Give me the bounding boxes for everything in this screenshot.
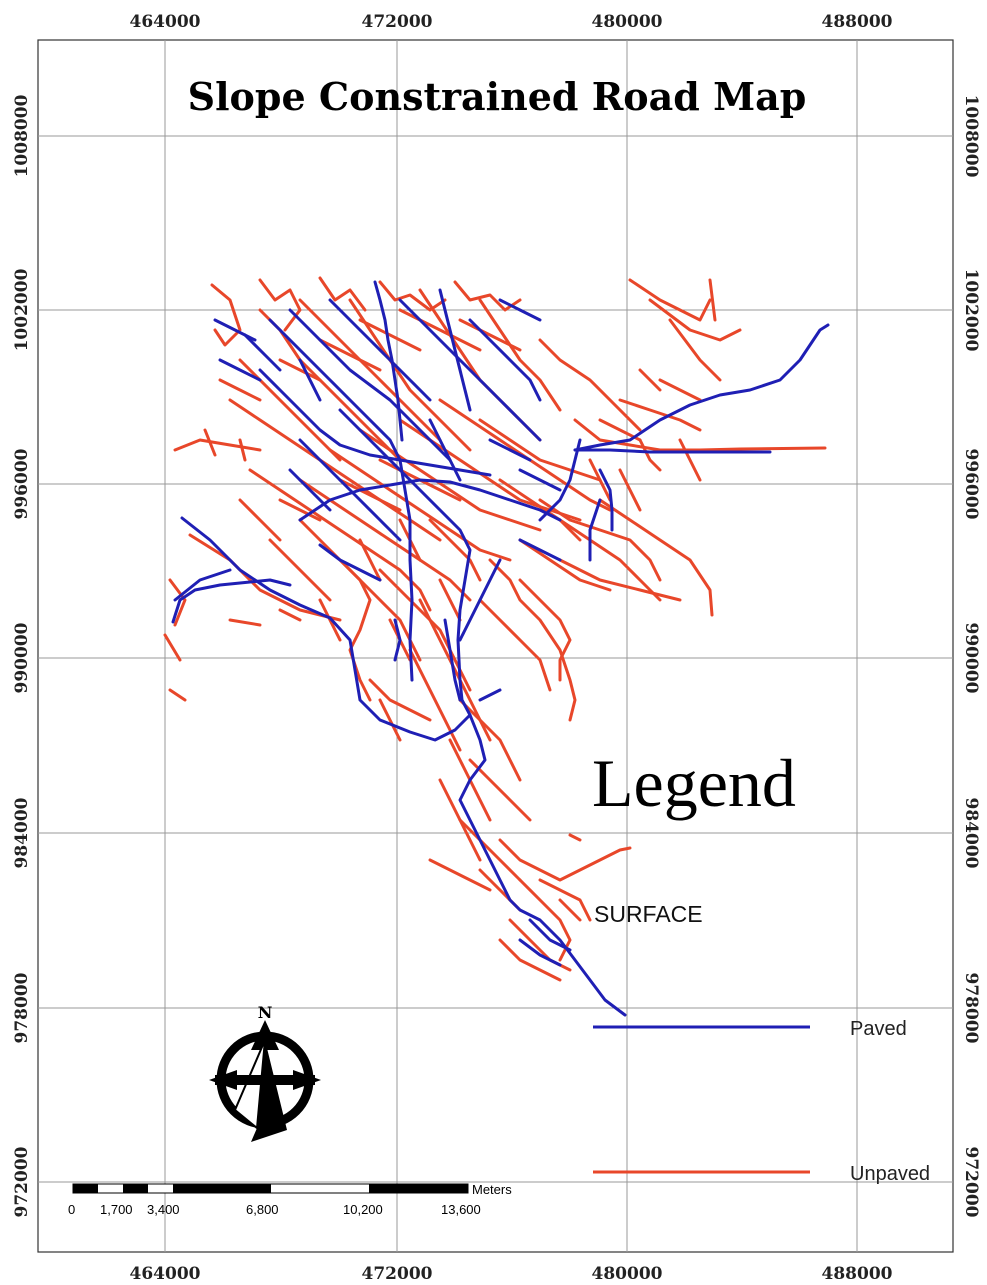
y-tick-left-6: 978000 — [12, 972, 32, 1043]
legend-heading: Legend — [592, 745, 796, 821]
coordinate-grid — [38, 40, 953, 1252]
y-tick-right-7: 972000 — [961, 1147, 981, 1218]
scale-label-5: 13,600 — [441, 1202, 481, 1217]
x-tick-bottom-1: 464000 — [130, 1264, 201, 1284]
unpaved-roads-layer — [163, 276, 827, 982]
x-tick-top-2: 472000 — [362, 12, 433, 32]
legend-label-unpaved: Unpaved — [850, 1163, 930, 1185]
legend-field: SURFACE — [594, 901, 703, 927]
y-tick-right-3: 996000 — [961, 449, 981, 520]
y-tick-left-4: 990000 — [12, 622, 32, 693]
legend: Legend SURFACE Paved Unpaved — [592, 745, 930, 1185]
y-tick-right-6: 978000 — [961, 973, 981, 1044]
scale-label-0: 0 — [68, 1202, 75, 1217]
y-tick-right-1: 1008000 — [961, 95, 981, 178]
y-tick-left-1: 1008000 — [12, 94, 32, 177]
x-tick-bottom-2: 472000 — [362, 1264, 433, 1284]
north-arrow-icon: N — [209, 1003, 321, 1142]
x-tick-bottom-3: 480000 — [592, 1264, 663, 1284]
legend-label-paved: Paved — [850, 1018, 907, 1040]
x-tick-top-1: 464000 — [130, 12, 201, 32]
y-tick-left-3: 996000 — [12, 448, 32, 519]
scale-label-2: 3,400 — [147, 1202, 180, 1217]
y-tick-right-4: 990000 — [961, 623, 981, 694]
x-tick-bottom-4: 488000 — [822, 1264, 893, 1284]
scale-label-1: 1,700 — [100, 1202, 133, 1217]
y-tick-left-5: 984000 — [12, 797, 32, 868]
y-tick-right-5: 984000 — [961, 798, 981, 869]
x-tick-top-4: 488000 — [822, 12, 893, 32]
map-frame — [37, 39, 954, 1253]
y-tick-left-2: 1002000 — [12, 268, 32, 351]
north-letter: N — [258, 1003, 273, 1022]
scale-unit: Meters — [472, 1182, 512, 1197]
y-tick-right-2: 1002000 — [961, 269, 981, 352]
map-title: Slope Constrained Road Map — [188, 74, 807, 119]
y-tick-left-7: 972000 — [12, 1146, 32, 1217]
scale-label-4: 10,200 — [343, 1202, 383, 1217]
scale-label-3: 6,800 — [246, 1202, 279, 1217]
scale-bar: Meters 0 1,700 3,400 6,800 10,200 13,600 — [68, 1182, 512, 1217]
x-tick-top-3: 480000 — [592, 12, 663, 32]
paved-roads-layer — [171, 280, 830, 1017]
